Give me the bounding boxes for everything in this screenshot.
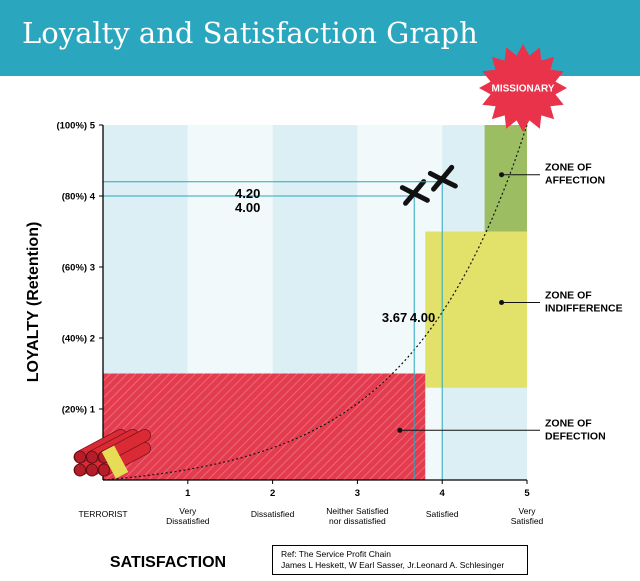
x-category-label-4: Satisfied (426, 509, 459, 519)
x-category-label-0: TERRORIST (78, 509, 127, 519)
x-category-line: nor dissatisfied (329, 516, 386, 526)
x-tick-number-0: 1 (185, 488, 191, 499)
x-category-line: Dissatisfied (251, 509, 295, 519)
zone-dot-0 (499, 172, 505, 178)
point-x-label-1: 4.00 (410, 310, 435, 325)
dynamite-end (74, 450, 86, 464)
marker-stroke (431, 164, 455, 192)
missionary-starburst (479, 44, 567, 132)
x-axis-title: SATISFACTION (110, 554, 226, 571)
x-category-label-3: Neither Satisfied nor dissatisfied (326, 506, 389, 526)
marker-stroke (403, 179, 427, 206)
y-axis-title: LOYALTY (Retention) (25, 222, 42, 383)
x-tick-number-4: 5 (524, 488, 530, 499)
zone-defection (103, 373, 426, 480)
reference-box: Ref: The Service Profit Chain James L He… (272, 545, 528, 575)
x-category-line: TERRORIST (78, 509, 127, 519)
missionary-label: MISSIONARY (492, 84, 555, 95)
dynamite-icon (73, 429, 152, 479)
reference-line-1: Ref: The Service Profit Chain (281, 549, 391, 559)
x-tick-number-2: 3 (355, 488, 360, 499)
y-tick-label-4: (100%) 5 (56, 121, 95, 132)
x-category-line: Dissatisfied (166, 516, 210, 526)
y-tick-label-1: (40%) 2 (62, 334, 95, 345)
reference-line-2: James L Heskett, W Earl Sasser, Jr.Leona… (281, 560, 505, 570)
y-tick-label-2: (60%) 3 (62, 263, 95, 274)
x-category-line: Neither Satisfied (326, 506, 389, 516)
y-tick-label-0: (20%) 1 (62, 405, 96, 416)
x-category-line: Very (179, 506, 197, 516)
zone-indifference (425, 231, 527, 388)
zone-dot-1 (499, 300, 505, 305)
point-marker-1 (427, 164, 458, 192)
x-category-label-5: Very Satisfied (511, 506, 544, 526)
dynamite-end (86, 450, 98, 464)
zone-label-0-line-0: ZONE OF (545, 162, 592, 174)
x-category-label-2: Dissatisfied (251, 509, 295, 519)
point-marker-0 (399, 179, 430, 206)
x-tick-number-3: 4 (440, 488, 446, 499)
x-category-label-1: Very Dissatisfied (166, 506, 210, 526)
page-title: Loyalty and Satisfaction Graph (22, 16, 478, 50)
x-category-line: Satisfied (426, 509, 459, 519)
header-bar: Loyalty and Satisfaction Graph (0, 0, 640, 76)
x-tick-number-1: 2 (270, 488, 275, 499)
zone-label-1-line-0: ZONE OF (545, 290, 592, 302)
zone-label-0-line-1: AFFECTION (545, 175, 605, 187)
y-tick-label-3: (80%) 4 (62, 192, 96, 203)
x-category-line: Very (518, 506, 536, 516)
zone-dot-2 (397, 427, 403, 433)
zone-label-2-line-1: DEFECTION (545, 430, 606, 442)
point-x-label-0: 3.67 (382, 310, 407, 325)
zone-label-1-line-1: INDIFFERENCE (545, 303, 623, 315)
dynamite-band (101, 445, 129, 479)
zone-affection (484, 125, 527, 232)
dynamite-end (74, 463, 86, 477)
point-y-label-1: 4.20 (235, 186, 260, 201)
zone-label-2-line-0: ZONE OF (545, 417, 592, 429)
point-y-label-0: 4.00 (235, 200, 260, 215)
dynamite-end (86, 463, 98, 477)
x-category-line: Satisfied (511, 516, 544, 526)
dynamite-end (98, 463, 110, 477)
